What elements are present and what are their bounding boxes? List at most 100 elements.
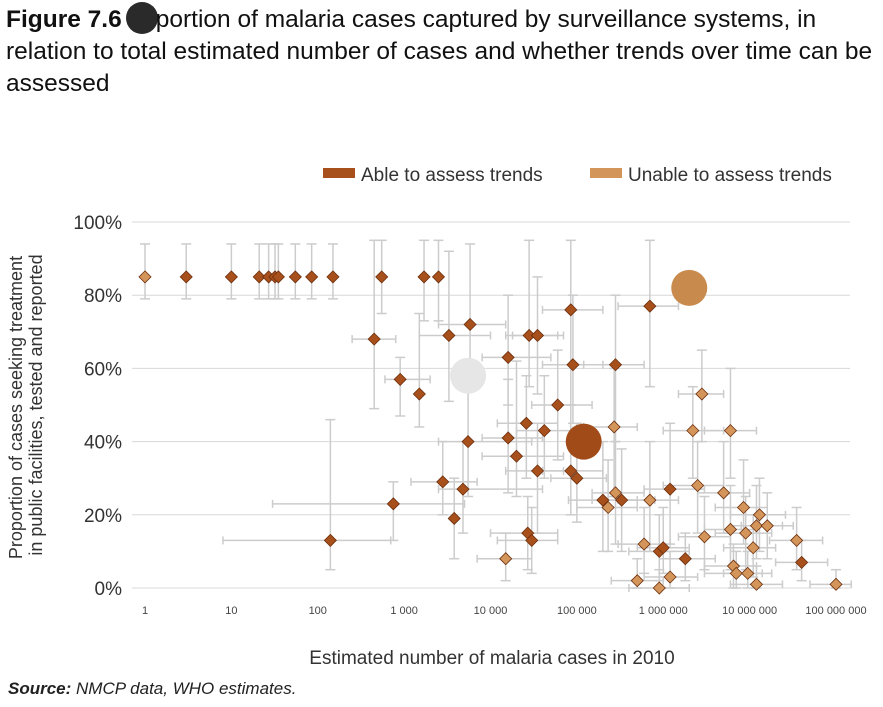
x-tick-label: 100 000 000: [805, 605, 866, 617]
source-label: Source:: [8, 679, 72, 698]
overlay-circles: [450, 269, 708, 460]
legend-label-unable: Unable to assess trends: [628, 165, 832, 186]
y-tick-label: 40%: [84, 433, 122, 454]
x-tick-label: 1 000 000: [639, 605, 688, 617]
data-point-marker: [525, 533, 539, 547]
data-point-marker: [564, 303, 578, 317]
x-tick-label: 10 000 000: [722, 605, 777, 617]
legend: Able to assess trends Unable to assess tr…: [323, 165, 832, 186]
highlight-circle: [671, 269, 708, 306]
data-point-marker: [723, 522, 738, 537]
data-point-marker: [461, 435, 475, 449]
data-point-marker: [224, 270, 238, 284]
data-point-marker: [637, 537, 651, 551]
x-tick-label: 10 000: [474, 605, 508, 617]
data-point-marker: [643, 493, 657, 507]
data-point-marker: [717, 486, 731, 500]
figure-title: Figure 7.6 portion of malaria cases captu…: [6, 2, 876, 100]
x-axis-label: Estimated number of malaria cases in 201…: [309, 648, 674, 669]
highlight-circle: [565, 423, 602, 460]
data-point-marker: [678, 552, 692, 566]
y-tick-label: 60%: [84, 359, 122, 380]
data-point-marker: [305, 270, 319, 284]
y-axis-label: Proportion of cases seeking treatment in…: [6, 251, 46, 559]
x-tick-label: 10: [225, 605, 237, 617]
data-point-marker: [519, 416, 533, 430]
data-point-marker: [138, 270, 152, 284]
x-axis-ticks: 1 10 100 1 000 10 000 100 000 1 000 000 10 000 …: [142, 605, 867, 617]
data-point-marker: [695, 387, 709, 401]
data-point-marker: [601, 500, 615, 515]
data-point-marker: [752, 508, 767, 522]
data-point-marker: [746, 541, 760, 555]
x-tick-label: 1: [142, 605, 148, 617]
highlight-circle: [450, 357, 487, 394]
data-point-marker: [393, 372, 407, 386]
data-point-marker: [456, 482, 470, 496]
data-point-marker: [501, 431, 515, 445]
y-tick-label: 20%: [84, 506, 122, 527]
data-point-marker: [663, 570, 677, 584]
source-note: Source: NMCP data, WHO estimates.: [8, 679, 296, 699]
data-point-marker: [741, 566, 755, 580]
source-text: NMCP data, WHO estimates.: [76, 679, 297, 698]
data-point-marker: [829, 577, 843, 591]
data-point-marker: [790, 533, 804, 547]
data-point-marker: [326, 270, 340, 284]
y-axis-ticks: 0% 20% 40% 60% 80% 100%: [73, 213, 122, 600]
data-point-marker: [749, 577, 764, 591]
data-point-marker: [288, 270, 302, 284]
data-point-marker: [271, 270, 285, 284]
data-point-marker: [501, 350, 515, 364]
x-tick-label: 1 000: [390, 605, 418, 617]
data-point-marker: [367, 332, 381, 346]
data-point-marker: [566, 358, 580, 372]
data-point-marker: [436, 475, 450, 489]
y-tick-label: 100%: [73, 213, 122, 234]
data-point-marker: [739, 526, 753, 540]
data-point-marker: [442, 328, 456, 343]
redaction-dot: [125, 2, 158, 34]
data-point-marker: [736, 500, 751, 515]
x-tick-label: 100: [309, 605, 327, 617]
data-point-marker: [551, 398, 565, 412]
data-point-marker: [760, 519, 774, 533]
data-point-marker: [608, 358, 623, 372]
data-point-marker: [697, 530, 712, 544]
y-tick-label: 0%: [95, 579, 123, 600]
data-point-marker: [386, 497, 400, 511]
data-point-marker: [447, 511, 461, 526]
figure-title-text: portion of malaria cases captured by sur…: [6, 6, 873, 97]
data-point-marker: [417, 270, 431, 284]
data-point-marker: [570, 471, 584, 485]
data-point-marker: [656, 541, 670, 555]
data-point-marker: [431, 270, 446, 284]
data-point-marker: [691, 478, 705, 493]
data-point-marker: [509, 449, 524, 463]
data-point-marker: [530, 328, 545, 343]
data-point-marker: [252, 270, 266, 284]
data-point-marker: [663, 482, 677, 496]
figure-label: Figure 7.6: [6, 6, 122, 33]
data-point-marker: [530, 464, 545, 478]
data-point-marker: [412, 387, 426, 401]
data-point-marker: [643, 299, 657, 313]
data-point-marker: [463, 317, 477, 332]
data-point-marker: [615, 493, 629, 507]
y-tick-label: 80%: [84, 286, 122, 307]
data-points: [138, 270, 843, 595]
data-point-marker: [608, 486, 623, 500]
data-point-marker: [652, 581, 666, 595]
legend-label-able: Able to assess trends: [361, 165, 543, 186]
legend-swatch-unable: [590, 168, 622, 178]
data-point-marker: [537, 424, 551, 438]
data-point-marker: [564, 464, 578, 478]
data-point-marker: [607, 420, 621, 434]
x-tick-label: 100 000: [557, 605, 597, 617]
data-point-marker: [723, 424, 738, 438]
legend-swatch-able: [323, 168, 355, 178]
error-bars: [140, 239, 852, 592]
data-point-marker: [729, 566, 743, 580]
data-point-marker: [179, 270, 193, 284]
